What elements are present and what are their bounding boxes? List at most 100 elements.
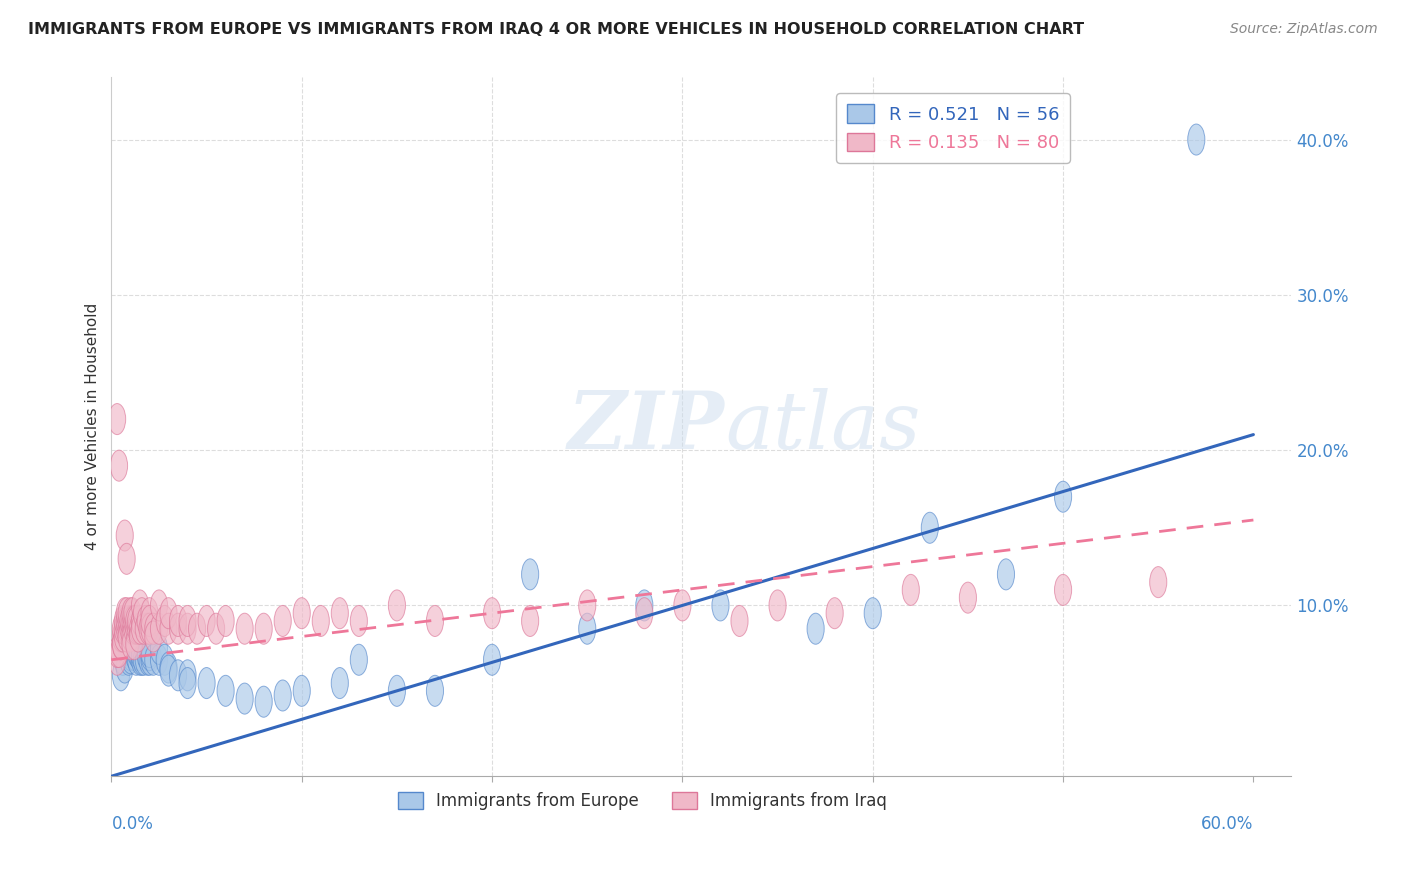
Ellipse shape <box>426 606 443 637</box>
Ellipse shape <box>114 644 131 675</box>
Ellipse shape <box>156 606 173 637</box>
Ellipse shape <box>120 606 138 637</box>
Ellipse shape <box>636 598 652 629</box>
Text: 60.0%: 60.0% <box>1201 815 1253 833</box>
Ellipse shape <box>294 675 311 706</box>
Ellipse shape <box>198 606 215 637</box>
Ellipse shape <box>484 598 501 629</box>
Ellipse shape <box>118 613 135 644</box>
Ellipse shape <box>114 606 131 637</box>
Ellipse shape <box>156 644 173 675</box>
Ellipse shape <box>150 613 167 644</box>
Ellipse shape <box>332 667 349 698</box>
Ellipse shape <box>118 606 135 637</box>
Ellipse shape <box>141 640 157 671</box>
Ellipse shape <box>125 606 143 637</box>
Ellipse shape <box>254 686 273 717</box>
Ellipse shape <box>118 621 135 652</box>
Ellipse shape <box>129 640 146 671</box>
Ellipse shape <box>731 606 748 637</box>
Ellipse shape <box>160 598 177 629</box>
Ellipse shape <box>522 558 538 590</box>
Ellipse shape <box>131 606 149 637</box>
Ellipse shape <box>125 613 143 644</box>
Ellipse shape <box>217 675 235 706</box>
Ellipse shape <box>921 512 938 543</box>
Ellipse shape <box>131 613 149 644</box>
Ellipse shape <box>274 606 291 637</box>
Ellipse shape <box>118 543 135 574</box>
Ellipse shape <box>350 644 367 675</box>
Ellipse shape <box>120 613 138 644</box>
Ellipse shape <box>208 613 225 644</box>
Ellipse shape <box>118 598 135 629</box>
Ellipse shape <box>122 643 139 673</box>
Ellipse shape <box>118 629 135 660</box>
Ellipse shape <box>135 644 152 675</box>
Ellipse shape <box>135 613 152 644</box>
Ellipse shape <box>128 606 145 637</box>
Ellipse shape <box>122 598 139 629</box>
Ellipse shape <box>903 574 920 606</box>
Ellipse shape <box>1188 124 1205 155</box>
Text: IMMIGRANTS FROM EUROPE VS IMMIGRANTS FROM IRAQ 4 OR MORE VEHICLES IN HOUSEHOLD C: IMMIGRANTS FROM EUROPE VS IMMIGRANTS FRO… <box>28 22 1084 37</box>
Ellipse shape <box>160 655 177 686</box>
Text: ZIP: ZIP <box>568 388 725 466</box>
Ellipse shape <box>217 606 235 637</box>
Ellipse shape <box>274 680 291 711</box>
Text: atlas: atlas <box>725 388 921 466</box>
Text: 0.0%: 0.0% <box>111 815 153 833</box>
Ellipse shape <box>114 613 131 644</box>
Ellipse shape <box>636 590 652 621</box>
Ellipse shape <box>807 613 824 644</box>
Ellipse shape <box>1054 574 1071 606</box>
Ellipse shape <box>170 606 187 637</box>
Ellipse shape <box>160 613 177 644</box>
Ellipse shape <box>134 598 150 629</box>
Ellipse shape <box>1150 566 1167 598</box>
Ellipse shape <box>236 683 253 714</box>
Ellipse shape <box>108 403 125 434</box>
Ellipse shape <box>170 613 187 644</box>
Ellipse shape <box>112 660 129 690</box>
Ellipse shape <box>112 629 129 660</box>
Ellipse shape <box>150 590 167 621</box>
Ellipse shape <box>865 598 882 629</box>
Ellipse shape <box>179 613 195 644</box>
Ellipse shape <box>711 590 730 621</box>
Ellipse shape <box>138 606 155 637</box>
Ellipse shape <box>141 613 157 644</box>
Ellipse shape <box>959 582 976 613</box>
Ellipse shape <box>350 606 367 637</box>
Ellipse shape <box>124 606 141 637</box>
Ellipse shape <box>111 450 128 481</box>
Ellipse shape <box>179 667 195 698</box>
Ellipse shape <box>188 613 205 644</box>
Ellipse shape <box>122 629 139 660</box>
Ellipse shape <box>134 644 150 675</box>
Ellipse shape <box>236 613 253 644</box>
Ellipse shape <box>131 644 149 675</box>
Ellipse shape <box>125 629 143 660</box>
Ellipse shape <box>117 520 134 551</box>
Ellipse shape <box>673 590 690 621</box>
Text: Source: ZipAtlas.com: Source: ZipAtlas.com <box>1230 22 1378 37</box>
Ellipse shape <box>120 644 138 675</box>
Ellipse shape <box>124 613 141 644</box>
Y-axis label: 4 or more Vehicles in Household: 4 or more Vehicles in Household <box>86 303 100 550</box>
Ellipse shape <box>294 598 311 629</box>
Ellipse shape <box>522 606 538 637</box>
Ellipse shape <box>112 629 129 660</box>
Ellipse shape <box>141 644 157 675</box>
Ellipse shape <box>388 675 405 706</box>
Ellipse shape <box>129 613 146 644</box>
Ellipse shape <box>131 590 149 621</box>
Ellipse shape <box>145 613 162 644</box>
Ellipse shape <box>117 606 134 637</box>
Ellipse shape <box>129 621 146 652</box>
Ellipse shape <box>122 633 139 665</box>
Ellipse shape <box>122 613 139 644</box>
Ellipse shape <box>139 644 156 675</box>
Ellipse shape <box>138 640 155 671</box>
Ellipse shape <box>426 675 443 706</box>
